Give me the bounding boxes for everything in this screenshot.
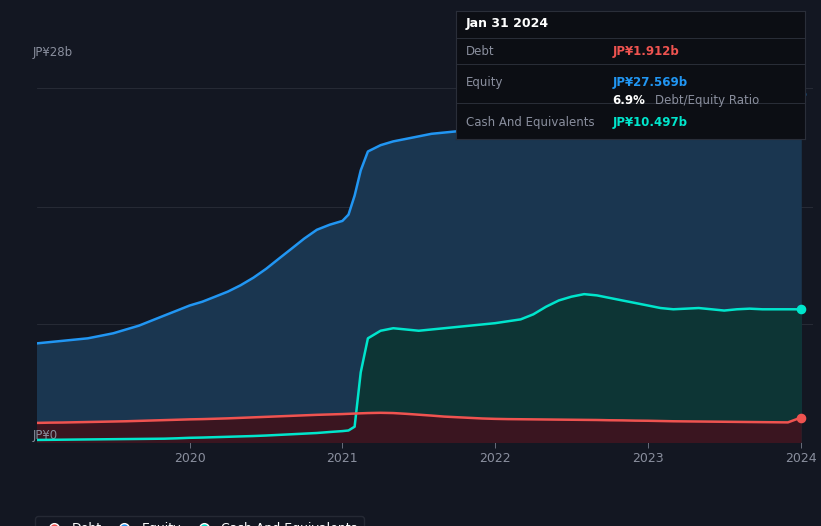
Text: JP¥1.912b: JP¥1.912b <box>612 45 680 58</box>
Text: JP¥0: JP¥0 <box>33 429 58 442</box>
Text: Jan 31 2024: Jan 31 2024 <box>466 17 549 30</box>
Text: JP¥27.569b: JP¥27.569b <box>612 76 688 89</box>
Point <box>794 305 807 313</box>
Text: JP¥10.497b: JP¥10.497b <box>612 116 688 129</box>
Text: Debt: Debt <box>466 45 495 58</box>
Text: Cash And Equivalents: Cash And Equivalents <box>466 116 594 129</box>
Text: Equity: Equity <box>466 76 503 89</box>
Point <box>794 413 807 422</box>
Point <box>794 89 807 98</box>
Legend: Debt, Equity, Cash And Equivalents: Debt, Equity, Cash And Equivalents <box>35 516 364 526</box>
Text: Debt/Equity Ratio: Debt/Equity Ratio <box>654 94 759 107</box>
Text: 6.9%: 6.9% <box>612 94 645 107</box>
Text: JP¥28b: JP¥28b <box>33 46 73 59</box>
